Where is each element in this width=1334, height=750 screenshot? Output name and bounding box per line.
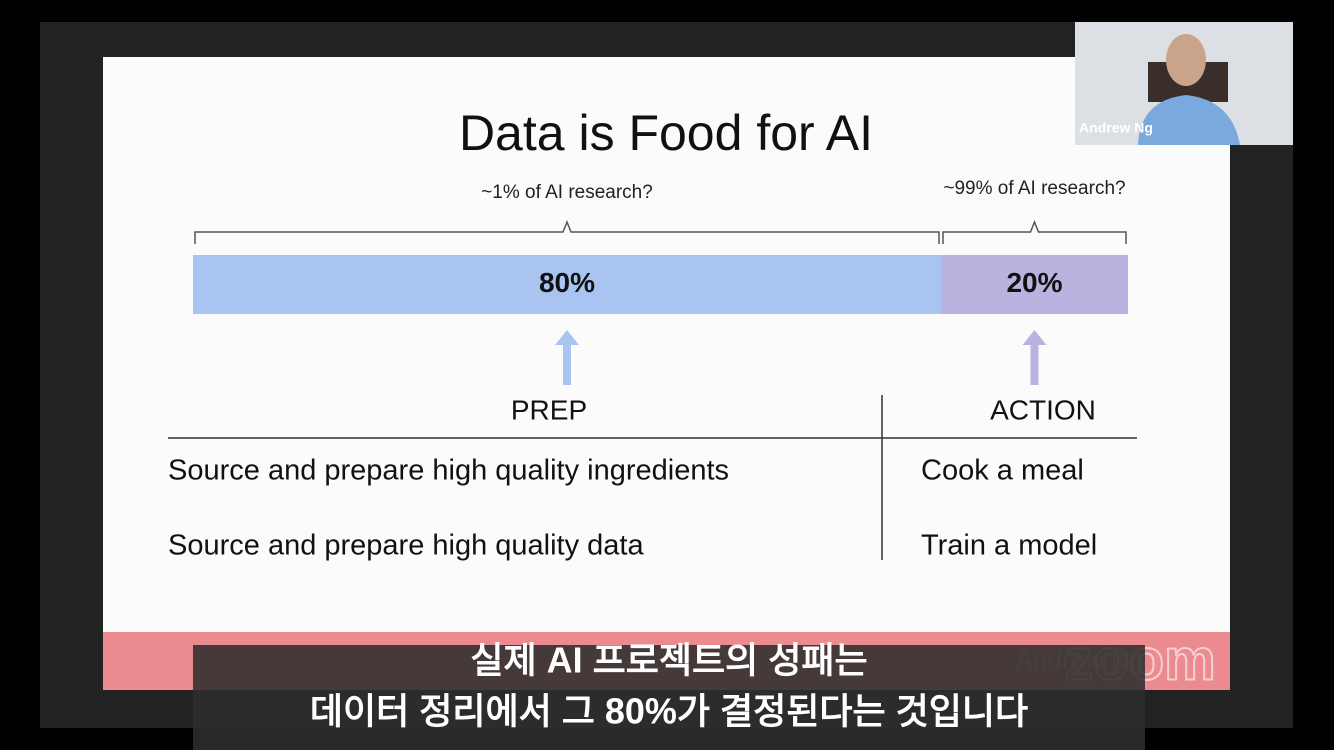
table-cell: Cook a meal <box>921 455 1084 487</box>
subtitle-line: 실제 AI 프로젝트의 성패는 <box>470 640 867 681</box>
table-header: ACTION <box>990 394 1096 425</box>
brace <box>942 219 1127 244</box>
brace <box>194 219 940 244</box>
bar-label: 20% <box>1006 267 1062 298</box>
table-cell: Train a model <box>921 530 1097 562</box>
subtitle-line: 데이터 정리에서 그 80%가 결정된다는 것입니다 <box>310 691 1028 732</box>
bar-segment <box>193 255 941 314</box>
table-header: PREP <box>511 394 587 425</box>
webcam-shirt <box>1138 95 1240 145</box>
brace-note: ~99% of AI research? <box>943 178 1125 199</box>
subtitle-box <box>193 645 1145 750</box>
table-cell: Source and prepare high quality data <box>168 530 644 562</box>
bar-segment <box>941 255 1128 314</box>
arrow <box>555 330 579 385</box>
brace-note: ~1% of AI research? <box>481 182 653 203</box>
table-cell: Source and prepare high quality ingredie… <box>168 455 729 487</box>
slide <box>103 57 1230 690</box>
webcam-face <box>1166 34 1206 86</box>
bar-group: 80% ~1% of AI research? 20% ~99% of AI rese… <box>193 178 1128 385</box>
bar-label: 80% <box>539 267 595 298</box>
slide-title: Data is Food for AI <box>459 105 873 161</box>
arrow <box>1022 330 1047 385</box>
webcam-name: Andrew Ng <box>1079 120 1153 136</box>
